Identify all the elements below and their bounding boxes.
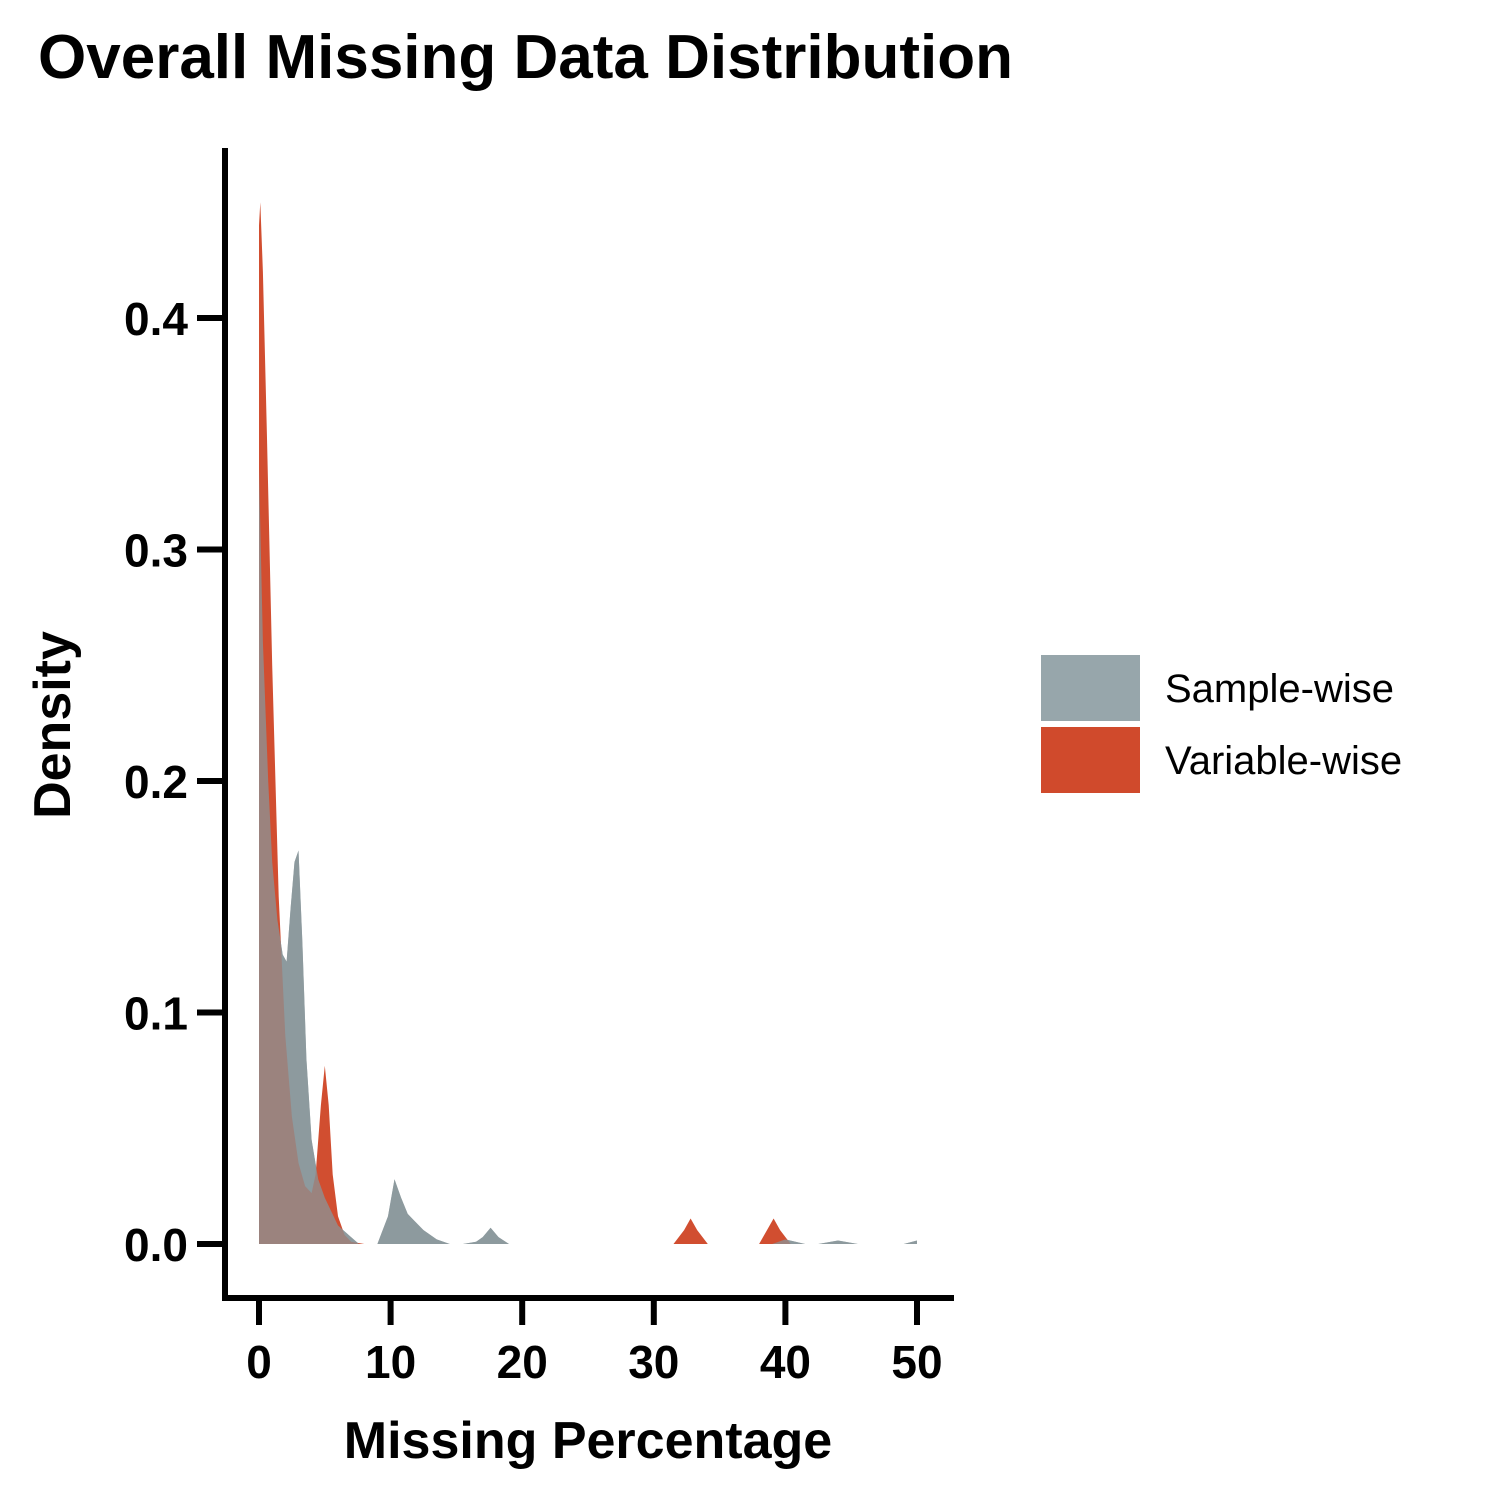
density-areas xyxy=(259,202,917,1244)
density-area-variable-wise xyxy=(259,202,917,1244)
y-tick-label: 0.0 xyxy=(124,1219,188,1271)
legend: Sample-wise Variable-wise xyxy=(1041,655,1402,793)
y-tick-label: 0.2 xyxy=(124,756,188,808)
legend-swatch xyxy=(1041,727,1140,793)
x-tick-label: 0 xyxy=(246,1336,272,1388)
y-tick-label: 0.3 xyxy=(124,525,188,577)
x-tick-label: 30 xyxy=(628,1336,679,1388)
y-axis-ticks: 0.0 0.1 0.2 0.3 0.4 xyxy=(124,293,225,1271)
density-overlap-area xyxy=(259,468,917,1244)
x-tick-label: 10 xyxy=(365,1336,416,1388)
y-tick-label: 0.1 xyxy=(124,988,188,1040)
x-tick-label: 40 xyxy=(760,1336,811,1388)
density-area-sample-wise xyxy=(259,468,917,1244)
chart-title: Overall Missing Data Distribution xyxy=(38,23,1013,92)
x-axis-ticks: 0 10 20 30 40 50 xyxy=(246,1298,943,1388)
legend-label: Sample-wise xyxy=(1165,667,1394,711)
legend-label: Variable-wise xyxy=(1165,739,1402,783)
y-tick-label: 0.4 xyxy=(124,293,188,345)
y-axis-label: Density xyxy=(24,631,82,819)
legend-swatch xyxy=(1041,655,1140,721)
x-tick-label: 50 xyxy=(891,1336,942,1388)
x-tick-label: 20 xyxy=(497,1336,548,1388)
x-axis-label: Missing Percentage xyxy=(344,1412,832,1470)
